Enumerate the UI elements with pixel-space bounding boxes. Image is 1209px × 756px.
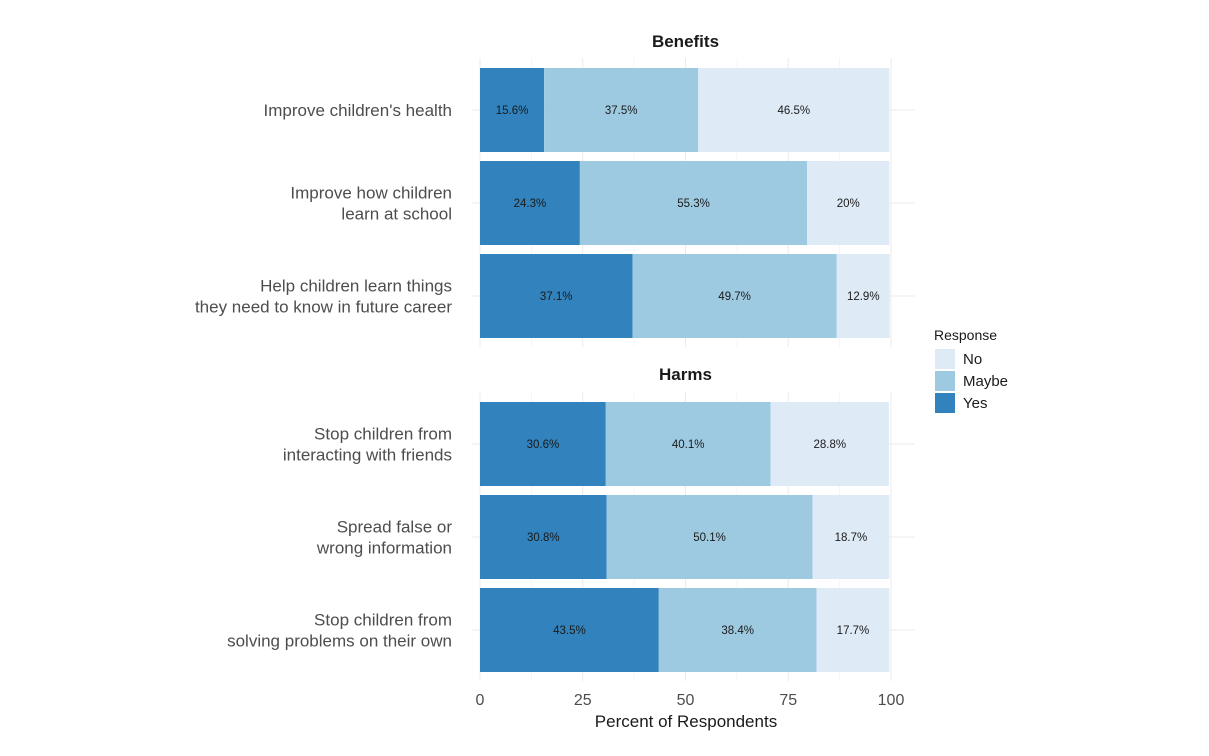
legend-key-maybe: [935, 371, 955, 391]
category-label: Spread false or: [337, 518, 453, 537]
data-label-maybe: 50.1%: [693, 532, 726, 544]
data-label-yes: 37.1%: [540, 291, 573, 303]
category-label: Improve children's health: [264, 101, 452, 120]
panel-title: Harms: [659, 365, 712, 384]
x-axis-title: Percent of Respondents: [595, 712, 777, 731]
panel-harms: Harms 30.6% 40.1% 28.8% Stop children from in…: [227, 365, 915, 681]
data-label-maybe: 55.3%: [677, 198, 710, 210]
bar-segment-no: [770, 402, 889, 486]
x-tick-label: 100: [878, 692, 905, 709]
data-label-yes: 30.6%: [527, 439, 560, 451]
bar-segment-yes: [480, 495, 607, 579]
data-label-no: 12.9%: [847, 291, 880, 303]
bar-segment-no: [807, 161, 890, 245]
bar-segment-no: [836, 254, 890, 338]
bar-segment-no: [812, 495, 890, 579]
data-label-no: 20%: [837, 198, 860, 210]
x-tick-label: 0: [476, 692, 485, 709]
legend: Response No Maybe Yes: [934, 327, 1008, 413]
panel-benefits: Benefits 15.6% 37.5% 46.5% Improve children'…: [195, 32, 915, 347]
bar-segment-maybe: [544, 68, 699, 152]
bar-segment-maybe: [605, 402, 771, 486]
bar-segment-maybe: [579, 161, 808, 245]
legend-title: Response: [934, 327, 997, 343]
panels-layer: Benefits 15.6% 37.5% 46.5% Improve children'…: [195, 32, 915, 681]
data-label-yes: 43.5%: [553, 625, 586, 637]
data-label-maybe: 49.7%: [718, 291, 751, 303]
data-label-yes: 24.3%: [514, 198, 547, 210]
category-label: Help children learn things: [260, 277, 452, 296]
x-tick-label: 50: [677, 692, 695, 709]
legend-label-yes: Yes: [963, 395, 987, 412]
panel-title: Benefits: [652, 32, 719, 51]
x-axis: 0 25 50 75 100: [476, 692, 905, 709]
bar-segment-yes: [480, 161, 580, 245]
category-label: learn at school: [341, 205, 452, 224]
data-label-no: 18.7%: [835, 532, 868, 544]
bar-segment-no: [816, 588, 890, 672]
data-label-yes: 30.8%: [527, 532, 560, 544]
legend-label-no: No: [963, 351, 982, 368]
category-label: solving problems on their own: [227, 632, 452, 651]
bar-segment-yes: [480, 254, 633, 338]
bar-segment-maybe: [606, 495, 813, 579]
data-label-maybe: 40.1%: [672, 439, 705, 451]
bar-segment-yes: [480, 588, 659, 672]
category-label: interacting with friends: [283, 446, 452, 465]
bar-segment-maybe: [632, 254, 837, 338]
data-label-no: 28.8%: [813, 439, 846, 451]
data-label-no: 17.7%: [837, 625, 870, 637]
bar-segment-maybe: [658, 588, 817, 672]
category-label: wrong information: [316, 539, 452, 558]
legend-key-yes: [935, 393, 955, 413]
data-label-maybe: 37.5%: [605, 105, 638, 117]
bar-segment-yes: [480, 68, 545, 152]
bar-segment-yes: [480, 402, 606, 486]
data-label-no: 46.5%: [777, 105, 810, 117]
category-label: Stop children from: [314, 611, 452, 630]
category-label: they need to know in future career: [195, 298, 452, 317]
legend-label-maybe: Maybe: [963, 373, 1008, 390]
x-tick-label: 75: [779, 692, 797, 709]
x-tick-label: 25: [574, 692, 592, 709]
legend-key-no: [935, 349, 955, 369]
category-label: Stop children from: [314, 425, 452, 444]
category-label: Improve how children: [290, 184, 452, 203]
data-label-yes: 15.6%: [496, 105, 529, 117]
bar-segment-no: [698, 68, 890, 152]
data-label-maybe: 38.4%: [721, 625, 754, 637]
